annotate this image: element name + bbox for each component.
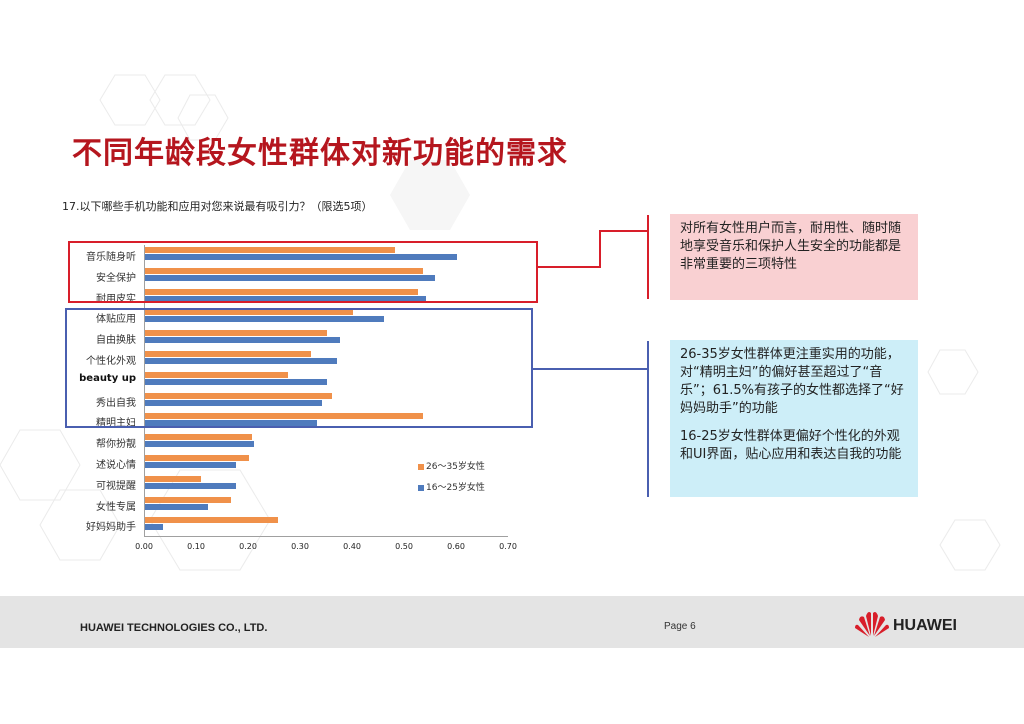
footer-bar — [0, 596, 1024, 648]
x-tick-label: 0.40 — [343, 542, 361, 552]
bar-16-25 — [145, 503, 209, 510]
category-label: 体贴应用 — [96, 314, 136, 326]
category-label: 秀出自我 — [96, 397, 136, 409]
bar-16-25 — [145, 482, 236, 489]
bar-16-25 — [145, 462, 236, 468]
blue-note-para-1: 26-35岁女性群体更注重实用的功能，对“精明主妇”的偏好甚至超过了“音乐”；6… — [680, 347, 904, 416]
legend-swatch — [418, 463, 424, 470]
legend-label: 16～25岁女性 — [426, 483, 485, 493]
x-tick-label: 0.10 — [187, 542, 205, 552]
bar-16-25 — [145, 254, 457, 260]
bar-16-25 — [145, 441, 255, 448]
legend-label: 26～35岁女性 — [426, 462, 485, 472]
bar-16-25 — [145, 399, 322, 406]
category-label: 精明主妇 — [96, 418, 136, 430]
bar-26-35 — [145, 309, 353, 316]
x-tick-label: 0.50 — [395, 542, 413, 552]
x-tick-label: 0.70 — [499, 542, 517, 552]
bar-26-35 — [145, 247, 395, 253]
bar-26-35 — [145, 351, 312, 357]
category-label: 自由换肤 — [96, 335, 136, 347]
bar-16-25 — [145, 358, 338, 364]
footer-company: HUAWEI TECHNOLOGIES CO., LTD. — [80, 622, 268, 634]
category-label: 述说心情 — [96, 460, 136, 471]
bar-26-35 — [145, 475, 201, 482]
huawei-logo-text: HUAWEI — [893, 617, 957, 634]
blue-note-para-2: 16-25岁女性群体更偏好个性化的外观和UI界面，贴心应用和表达自我的功能 — [680, 429, 902, 462]
bar-26-35 — [145, 288, 418, 295]
legend-swatch — [418, 484, 424, 491]
category-label: 个性化外观 — [86, 356, 136, 367]
bar-26-35 — [145, 496, 231, 503]
huawei-logo-icon — [855, 612, 889, 637]
x-tick-label: 0.20 — [239, 542, 257, 552]
red-highlight-box — [68, 241, 538, 303]
bar-26-35 — [145, 267, 424, 274]
bar-16-25 — [145, 420, 317, 427]
slide-title: 不同年龄段女性群体对新功能的需求 — [72, 136, 568, 171]
page-number: Page 6 — [664, 621, 696, 632]
category-label: 好妈妈助手 — [86, 522, 136, 534]
bar-16-25 — [145, 337, 340, 344]
bar-26-35 — [145, 455, 249, 461]
x-tick-label: 0.60 — [447, 542, 465, 552]
bar-26-35 — [145, 434, 252, 441]
legend-item: 26～35岁女性 — [418, 459, 485, 472]
bar-16-25 — [145, 295, 426, 302]
bar-26-35 — [145, 392, 333, 399]
category-label: 帮你扮靓 — [96, 439, 136, 451]
x-tick-label: 0.00 — [135, 542, 153, 552]
bar-26-35 — [145, 413, 424, 420]
survey-question: 17.以下哪些手机功能和应用对您来说最有吸引力？（限选5项） — [62, 200, 373, 213]
bar-16-25 — [145, 316, 385, 323]
category-label: beauty up — [79, 372, 136, 384]
blue-note-box: 26-35岁女性群体更注重实用的功能，对“精明主妇”的偏好甚至超过了“音乐”；6… — [670, 340, 918, 497]
red-note-text: 对所有女性用户而言，耐用性、随时随地享受音乐和保护人生安全的功能都是非常重要的三… — [680, 221, 902, 272]
bar-26-35 — [145, 371, 288, 378]
bar-26-35 — [145, 517, 278, 524]
red-note-box: 对所有女性用户而言，耐用性、随时随地享受音乐和保护人生安全的功能都是非常重要的三… — [670, 214, 918, 300]
category-label: 安全保护 — [96, 272, 136, 284]
x-tick-label: 0.30 — [291, 542, 309, 552]
blue-highlight-box — [65, 308, 533, 428]
category-label: 可视提醒 — [96, 480, 136, 492]
category-label: 女性专属 — [96, 501, 136, 513]
legend-item: 16～25岁女性 — [418, 480, 485, 493]
x-axis — [144, 536, 508, 538]
bar-26-35 — [145, 330, 327, 337]
bar-16-25 — [145, 524, 164, 531]
category-label: 音乐随身听 — [86, 252, 136, 263]
y-axis — [144, 245, 145, 537]
bar-16-25 — [145, 378, 327, 385]
category-label: 耐用皮实 — [96, 293, 136, 305]
bar-16-25 — [145, 274, 435, 281]
